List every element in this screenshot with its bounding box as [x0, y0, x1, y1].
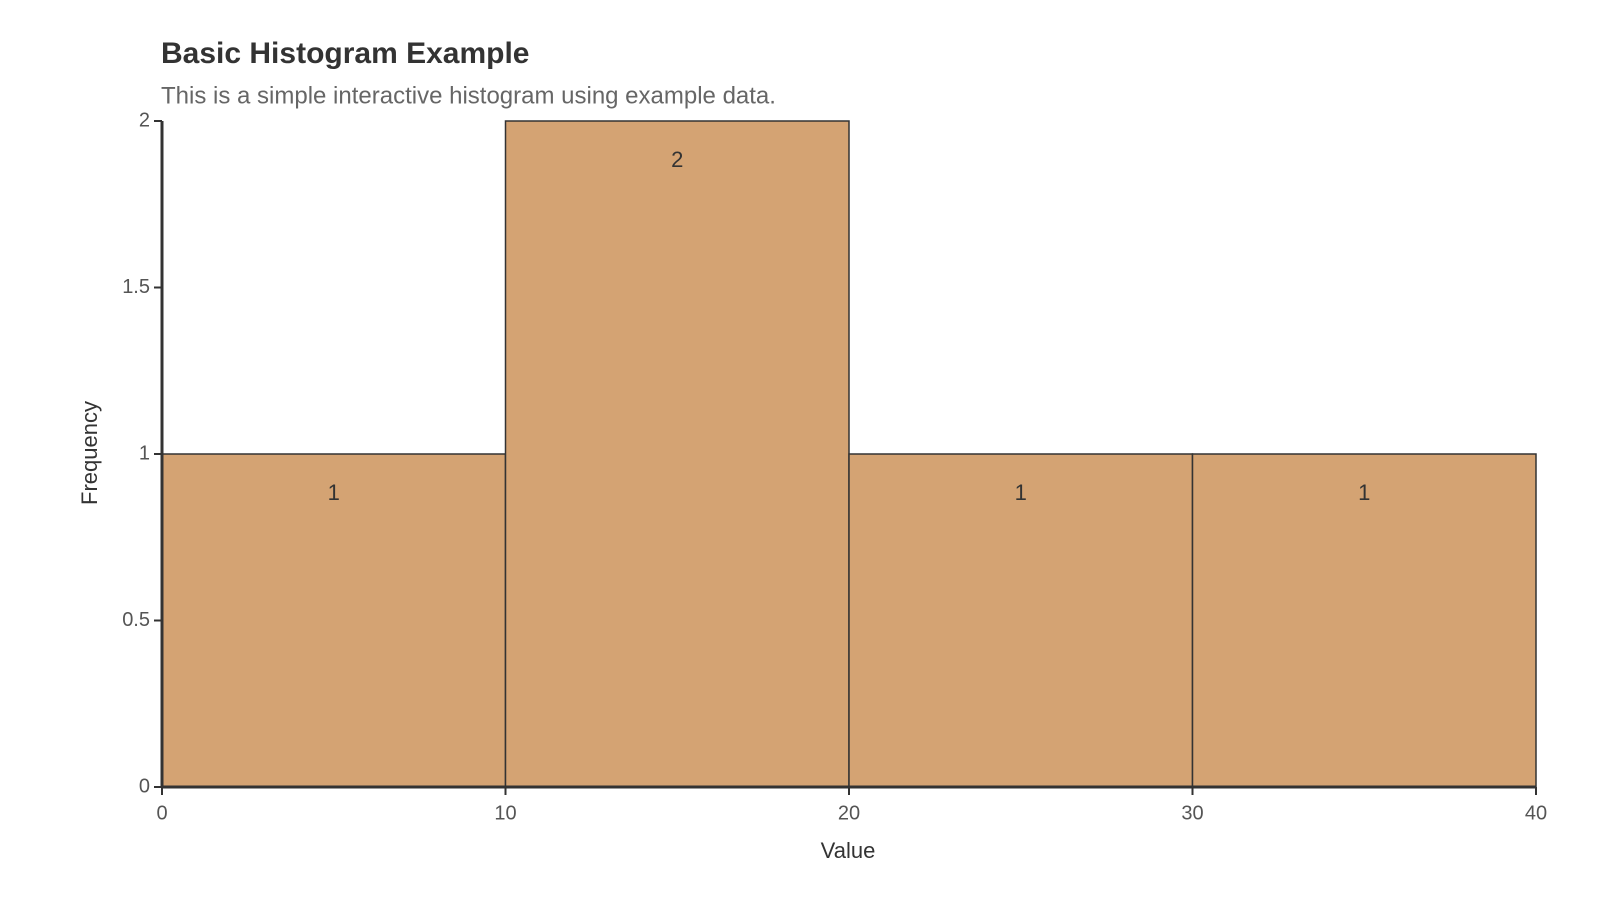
x-tick-label: 10 — [494, 802, 516, 824]
bar — [161, 453, 507, 788]
data-label: 1 — [1358, 480, 1370, 505]
chart-title: Basic Histogram Example — [161, 37, 529, 70]
y-tick-label: 2 — [139, 109, 150, 131]
x-tick-label: 30 — [1181, 802, 1203, 824]
data-label: 1 — [328, 480, 340, 505]
bar — [848, 453, 1194, 788]
y-axis-label: Frequency — [77, 401, 102, 505]
y-tick-label: 1.5 — [122, 276, 150, 298]
y-tick-label: 0 — [139, 775, 150, 797]
y-tick-label: 0.5 — [122, 609, 150, 631]
x-axis-label: Value — [821, 838, 876, 863]
data-label: 1 — [1015, 480, 1027, 505]
bar — [504, 120, 850, 788]
x-tick-label: 20 — [838, 802, 860, 824]
bar — [1191, 453, 1537, 788]
y-tick-label: 1 — [139, 442, 150, 464]
x-tick-label: 0 — [156, 802, 167, 824]
chart-subtitle: This is a simple interactive histogram u… — [161, 82, 776, 109]
data-label: 2 — [671, 147, 683, 172]
x-tick-label: 40 — [1525, 802, 1547, 824]
